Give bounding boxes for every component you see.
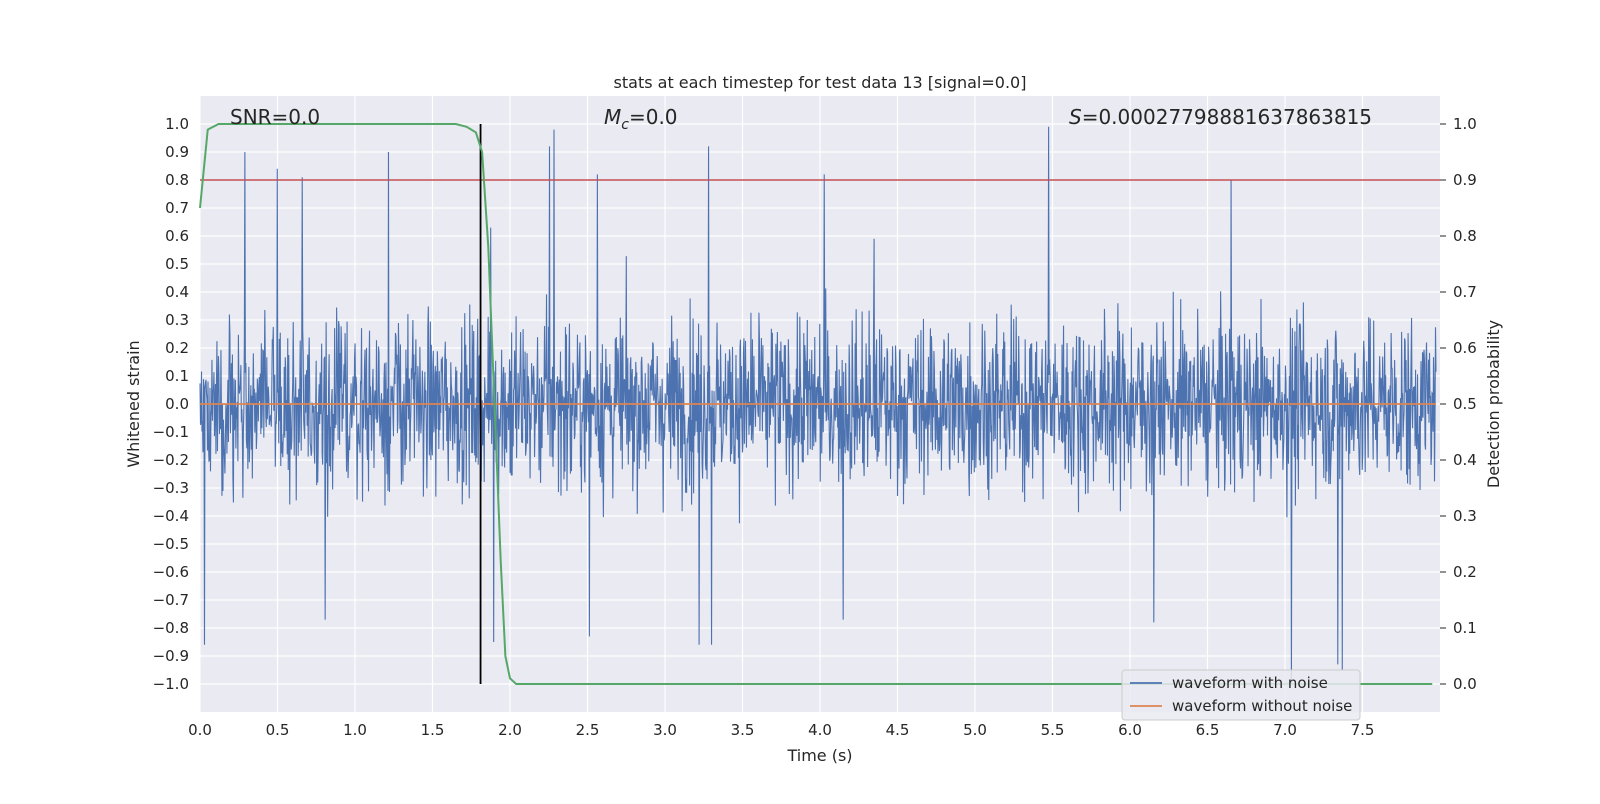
y-axis-label-left: Whitened strain	[124, 340, 143, 467]
x-tick-label: 4.0	[808, 721, 832, 739]
y-tick-label-left: 0.7	[165, 199, 189, 217]
y-tick-label-left: −0.3	[153, 479, 189, 497]
legend-label-noise: waveform with noise	[1172, 674, 1328, 692]
y-tick-label-left: −1.0	[153, 675, 189, 693]
y-tick-label-left: −0.5	[153, 535, 189, 553]
x-axis-label: Time (s)	[786, 746, 852, 765]
x-tick-label: 6.0	[1118, 721, 1142, 739]
tick-labels: 0.0 0.5 1.0 1.5 2.0 2.5 3.0 3.5 4.0 4.5 5.0 5.5 6.0 6…	[153, 115, 1477, 739]
mc-value: =0.0	[629, 105, 678, 129]
y-tick-label-left: 1.0	[165, 115, 189, 133]
noise-waveform	[199, 126, 1437, 685]
y-tick-label-left: 0.2	[165, 339, 189, 357]
y-tick-label-right: 0.3	[1453, 507, 1477, 525]
y-tick-label-right: 0.6	[1453, 339, 1477, 357]
x-tick-label: 7.5	[1351, 721, 1375, 739]
y-tick-label-right: 0.9	[1453, 171, 1477, 189]
y-tick-label-right: 0.4	[1453, 451, 1477, 469]
x-tick-label: 1.5	[421, 721, 445, 739]
y-axis-label-right: Detection probability	[1484, 320, 1503, 488]
x-tick-label: 5.0	[963, 721, 987, 739]
x-tick-label: 1.0	[343, 721, 367, 739]
y-tick-label-left: 0.4	[165, 283, 189, 301]
x-tick-label: 2.0	[498, 721, 522, 739]
y-tick-label-left: 0.1	[165, 367, 189, 385]
detection-probability-line	[199, 123, 1433, 685]
y-tick-label-right: 0.2	[1453, 563, 1477, 581]
x-tick-label: 6.5	[1196, 721, 1220, 739]
snr-annotation: SNR=0.0	[230, 105, 320, 129]
y-tick-label-left: −0.4	[153, 507, 189, 525]
y-tick-label-left: −0.9	[153, 647, 189, 665]
legend: waveform with noise waveform without noi…	[1121, 669, 1361, 721]
y-tick-label-left: 0.0	[165, 395, 189, 413]
y-tick-label-left: −0.8	[153, 619, 189, 637]
y-tick-label-left: 0.5	[165, 255, 189, 273]
waveform-with-noise-line	[199, 126, 1437, 685]
y-tick-label-left: −0.1	[153, 423, 189, 441]
y-tick-label-left: 0.3	[165, 311, 189, 329]
x-tick-label: 3.5	[731, 721, 755, 739]
s-value: =0.00027798881637863815	[1082, 105, 1372, 129]
s-symbol: S	[1069, 105, 1082, 129]
y-tick-label-right: 0.1	[1453, 619, 1477, 637]
x-tick-label: 2.5	[576, 721, 600, 739]
s-annotation: S=0.00027798881637863815	[1069, 105, 1372, 129]
y-tick-label-right: 0.0	[1453, 675, 1477, 693]
mc-symbol: M	[604, 105, 621, 129]
y-tick-label-right: 1.0	[1453, 115, 1477, 133]
chart-title: stats at each timestep for test data 13 …	[614, 73, 1027, 92]
x-tick-label: 0.5	[266, 721, 290, 739]
y-tick-label-left: −0.7	[153, 591, 189, 609]
y-tick-label-left: −0.2	[153, 451, 189, 469]
y-tick-label-left: 0.6	[165, 227, 189, 245]
x-tick-label: 4.5	[886, 721, 910, 739]
y-tick-label-right: 0.5	[1453, 395, 1477, 413]
x-tick-label: 5.5	[1041, 721, 1065, 739]
y-tick-label-right: 0.7	[1453, 283, 1477, 301]
mc-subscript: c	[621, 117, 629, 133]
overlay-lines	[199, 123, 1440, 685]
y-tick-label-left: 0.8	[165, 171, 189, 189]
x-tick-label: 3.0	[653, 721, 677, 739]
y-tick-label-left: −0.6	[153, 563, 189, 581]
y-tick-label-right: 0.8	[1453, 227, 1477, 245]
legend-box	[1121, 669, 1361, 721]
legend-label-clean: waveform without noise	[1172, 697, 1352, 715]
x-tick-label: 0.0	[188, 721, 212, 739]
x-tick-label: 7.0	[1273, 721, 1297, 739]
mc-annotation: Mc=0.0	[604, 105, 678, 133]
y-tick-label-left: 0.9	[165, 143, 189, 161]
